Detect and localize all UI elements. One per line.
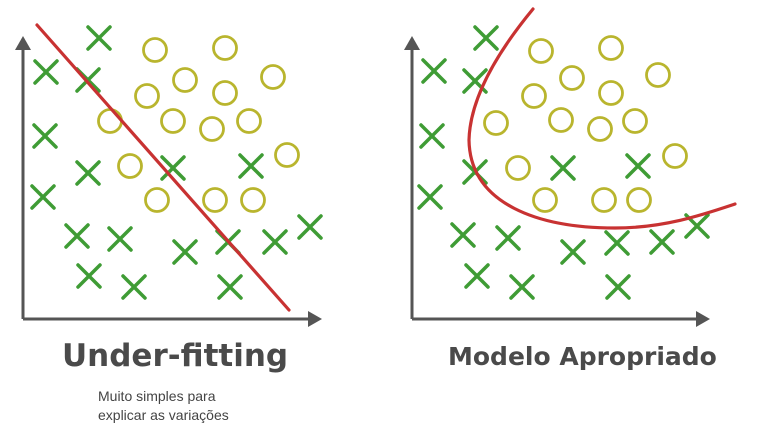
right-cross-marker xyxy=(464,263,490,289)
right-cross-marker xyxy=(560,239,586,265)
left-cross-marker xyxy=(30,184,56,210)
left-circle-marker xyxy=(240,187,266,213)
right-cross-marker xyxy=(605,274,631,300)
left-circle-marker xyxy=(260,64,286,90)
appropriate-model-title: Modelo Apropriado xyxy=(448,342,717,371)
left-circle-marker xyxy=(142,37,168,63)
right-circle-marker xyxy=(622,108,648,134)
right-circle-marker xyxy=(548,107,574,133)
right-cross-marker xyxy=(495,225,521,251)
left-cross-marker xyxy=(32,123,58,149)
right-cross-marker xyxy=(604,230,630,256)
left-circle-marker xyxy=(172,67,198,93)
right-cross-marker xyxy=(509,274,535,300)
left-cross-marker xyxy=(86,25,112,51)
right-circle-marker xyxy=(662,143,688,169)
left-cross-marker xyxy=(33,59,59,85)
right-circle-marker xyxy=(626,187,652,213)
left-circle-marker xyxy=(97,108,123,134)
right-circle-marker xyxy=(645,62,671,88)
right-cross-marker xyxy=(550,155,576,181)
left-circle-marker xyxy=(160,108,186,134)
underfitting-fit-line xyxy=(35,23,291,312)
appropriate-fit-curve xyxy=(467,7,737,230)
right-cross-marker xyxy=(473,25,499,51)
right-circle-marker xyxy=(483,110,509,136)
left-circle-marker xyxy=(212,35,238,61)
left-circle-marker xyxy=(202,187,228,213)
left-cross-marker xyxy=(64,223,90,249)
right-cross-marker xyxy=(649,229,675,255)
right-circle-marker xyxy=(521,83,547,109)
underfitting-subtitle-line-1: Muito simples para xyxy=(98,388,216,404)
left-cross-marker xyxy=(297,214,323,240)
left-circle-marker xyxy=(117,153,143,179)
left-cross-marker xyxy=(121,274,147,300)
right-circle-marker xyxy=(532,187,558,213)
right-cross-marker xyxy=(421,58,447,84)
right-x-axis-arrow-icon xyxy=(696,311,710,327)
left-x-axis-arrow-icon xyxy=(308,311,322,327)
right-circle-marker xyxy=(598,80,624,106)
left-circle-marker xyxy=(212,80,238,106)
right-circle-marker xyxy=(528,38,554,64)
left-cross-marker xyxy=(76,263,102,289)
left-cross-marker xyxy=(160,155,186,181)
left-cross-marker xyxy=(217,274,243,300)
appropriate-model-panel xyxy=(404,7,737,327)
right-cross-marker xyxy=(417,184,443,210)
right-circle-marker xyxy=(587,116,613,142)
left-cross-marker xyxy=(262,229,288,255)
left-y-axis-arrow-icon xyxy=(15,36,31,50)
right-circle-marker xyxy=(559,65,585,91)
underfitting-subtitle-line-2: explicar as variações xyxy=(98,407,229,423)
left-circle-marker xyxy=(144,187,170,213)
left-circle-marker xyxy=(134,83,160,109)
left-circle-marker xyxy=(199,116,225,142)
left-cross-marker xyxy=(107,226,133,252)
left-cross-marker xyxy=(238,153,264,179)
right-cross-marker xyxy=(419,123,445,149)
underfitting-title: Under-fitting xyxy=(62,338,289,374)
right-circle-marker xyxy=(505,155,531,181)
left-circle-marker xyxy=(274,142,300,168)
right-circle-marker xyxy=(591,187,617,213)
left-cross-marker xyxy=(172,239,198,265)
left-circle-marker xyxy=(236,108,262,134)
underfitting-subtitle: Muito simples para explicar as variações xyxy=(98,387,229,425)
right-circle-marker xyxy=(598,35,624,61)
left-cross-marker xyxy=(75,160,101,186)
right-cross-marker xyxy=(625,153,651,179)
right-y-axis-arrow-icon xyxy=(404,36,420,50)
right-cross-marker xyxy=(450,222,476,248)
underfitting-panel xyxy=(15,23,323,327)
